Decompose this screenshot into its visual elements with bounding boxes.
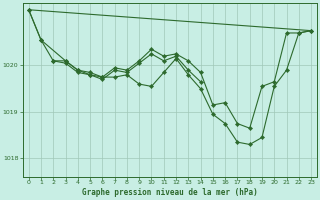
- X-axis label: Graphe pression niveau de la mer (hPa): Graphe pression niveau de la mer (hPa): [82, 188, 258, 197]
